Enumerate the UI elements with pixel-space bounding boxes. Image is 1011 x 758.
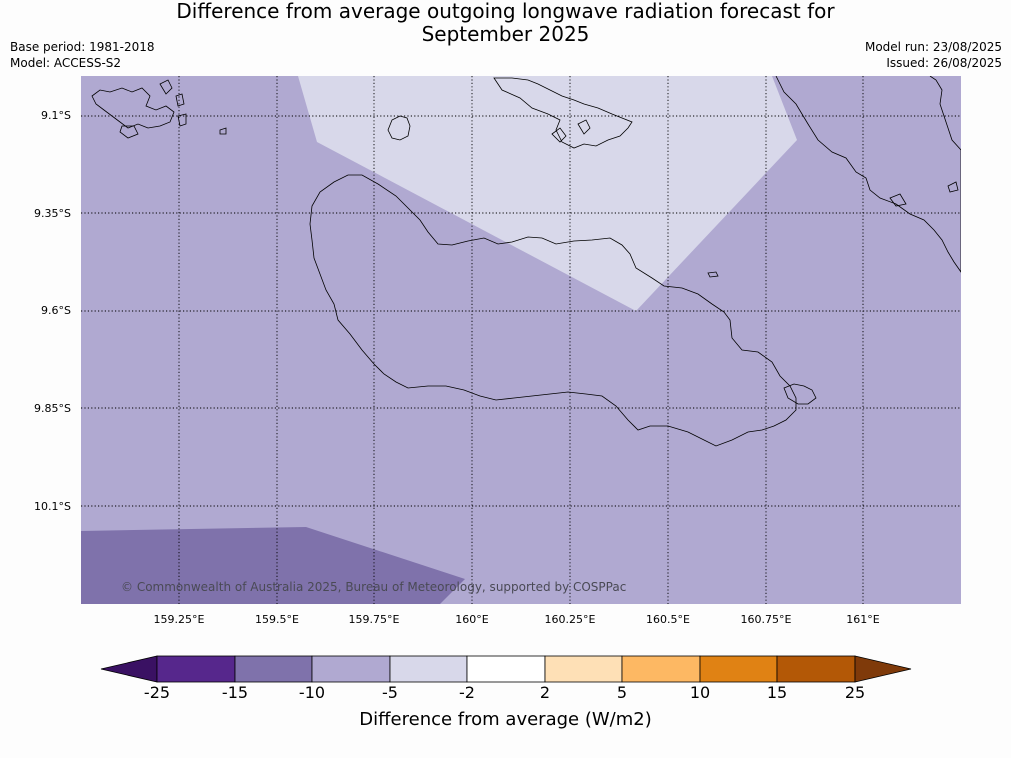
colorbar-bin-7: [621, 655, 701, 683]
lon-label-160-75: 160.75°E: [740, 613, 792, 626]
colorbar-tick-minus25: -25: [143, 683, 171, 702]
colorbar-bin-5: [466, 655, 546, 683]
colorbar-tick-15: 15: [766, 683, 788, 702]
colorbar-tick-10: 10: [689, 683, 711, 702]
coastline-small-islet: [707, 271, 719, 278]
colorbar-tick-minus15: -15: [221, 683, 249, 702]
coastline-east-islet: [783, 383, 817, 405]
lat-label-9-6: 9.6°S: [41, 304, 71, 317]
meta-left: Base period: 1981-2018 Model: ACCESS-S2: [10, 39, 155, 71]
lat-label-9-85: 9.85°S: [34, 402, 71, 415]
region-minus5-minus2: [298, 76, 797, 311]
title-line-2: September 2025: [421, 22, 590, 46]
colorbar-extend-max: [854, 655, 912, 683]
title-line-1: Difference from average outgoing longwav…: [176, 0, 835, 23]
colorbar-tick-25: 25: [844, 683, 866, 702]
model-run-text: Model run: 23/08/2025: [864, 40, 1002, 54]
colorbar-tick-5: 5: [616, 683, 628, 702]
region-minus15-minus10: [81, 527, 465, 604]
graticule: [81, 76, 961, 604]
colorbar-tick-minus2: -2: [459, 683, 475, 702]
colorbar-bin-9: [776, 655, 856, 683]
colorbar-label: Difference from average (W/m2): [359, 709, 652, 730]
model-text: Model: ACCESS-S2: [10, 56, 122, 70]
colorbar-bin-4: [389, 655, 468, 683]
lon-label-159-25: 159.25°E: [153, 613, 205, 626]
colorbar-tick-minus5: -5: [382, 683, 398, 702]
lon-label-160-5: 160.5°E: [646, 613, 690, 626]
colorbar-tick-2: 2: [539, 683, 551, 702]
lat-label-9-1: 9.1°S: [41, 109, 71, 122]
coastline-nw-islands: [91, 87, 175, 129]
coastlines: [91, 76, 961, 447]
coastline-round-island: [387, 115, 411, 141]
colorbar-bin-2: [234, 655, 313, 683]
lon-label-160: 160°E: [455, 613, 489, 626]
colorbar-bin-6: [544, 655, 623, 683]
colorbar-extend-min: [100, 655, 158, 683]
lat-label-9-35: 9.35°S: [34, 207, 71, 220]
lon-label-159-5: 159.5°E: [255, 613, 299, 626]
meta-right: Model run: 23/08/2025 Issued: 26/08/2025: [865, 39, 1002, 71]
copyright-notice: © Commonwealth of Australia 2025, Bureau…: [121, 580, 627, 594]
colorbar-bin-8: [699, 655, 778, 683]
colorbar-tick-minus10: -10: [298, 683, 326, 702]
lon-label-160-25: 160.25°E: [544, 613, 596, 626]
lat-label-10-1: 10.1°S: [34, 500, 71, 513]
chart-title: Difference from average outgoing longwav…: [0, 0, 1011, 46]
colorbar-bin-1: [156, 655, 236, 683]
lon-label-159-75: 159.75°E: [348, 613, 400, 626]
base-period-text: Base period: 1981-2018: [10, 40, 155, 54]
lon-label-161: 161°E: [846, 613, 880, 626]
coastline-east-landmass: [775, 76, 961, 273]
colorbar-bin-3: [311, 655, 391, 683]
issued-text: Issued: 26/08/2025: [886, 56, 1002, 70]
coastline-main-island: [309, 174, 797, 447]
coastline-north-islands: [493, 77, 633, 149]
